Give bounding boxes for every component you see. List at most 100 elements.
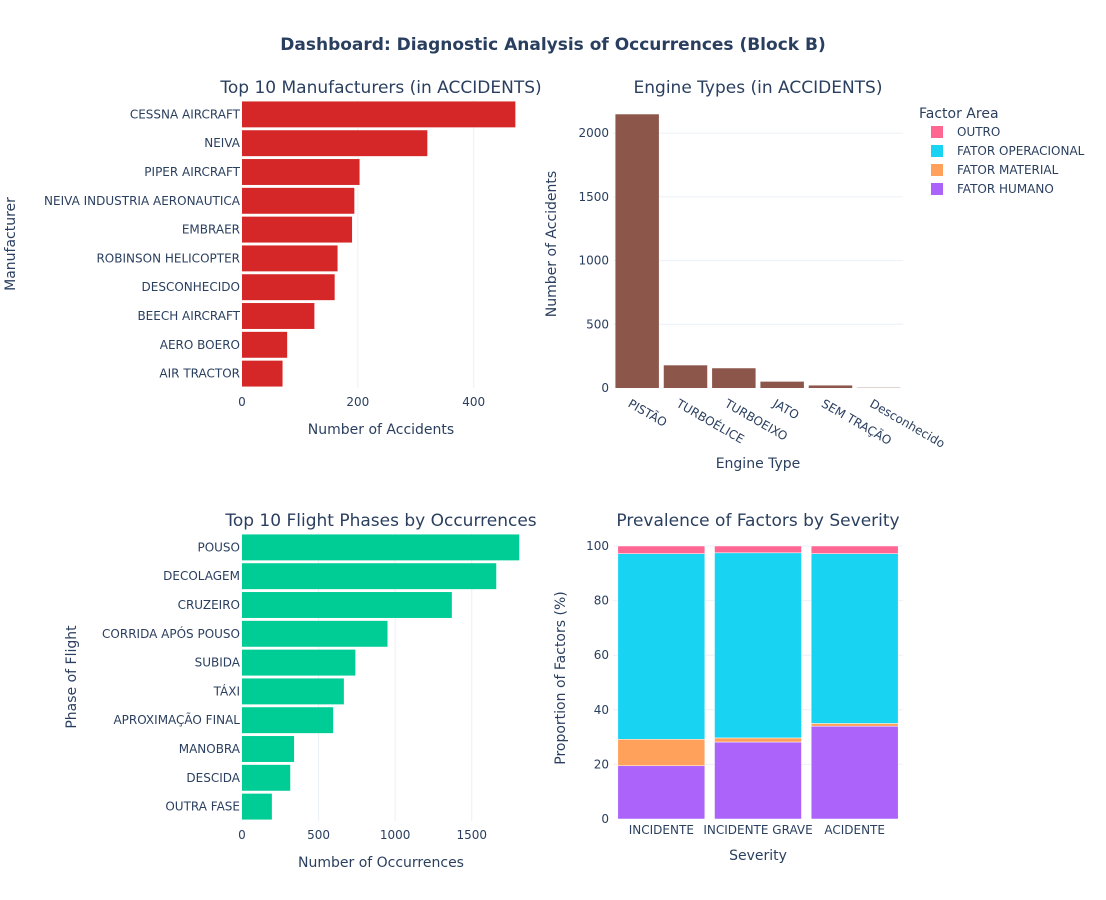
engine-types-bar	[663, 365, 708, 388]
factors-stack-segment	[617, 765, 706, 820]
factors-stack-segment	[810, 723, 899, 727]
flight_phases-category-label: CORRIDA APÓS POUSO	[102, 626, 240, 641]
manufacturers-bar	[242, 303, 315, 329]
flight_phases-bar	[242, 678, 344, 705]
manufacturers-category-label: EMBRAER	[182, 223, 240, 237]
factors-title: Prevalence of Factors by Severity	[616, 511, 899, 531]
factors-ytick-label: 40	[594, 703, 609, 717]
flight_phases-category-label: SUBIDA	[195, 656, 241, 670]
manufacturers-category-label: CESSNA AIRCRAFT	[130, 107, 241, 121]
flight_phases-xtick-label: 0	[238, 828, 246, 842]
legend-item-label: OUTRO	[957, 125, 1000, 139]
flight_phases-category-label: DESCIDA	[186, 771, 240, 785]
flight_phases-bar	[242, 649, 356, 676]
manufacturers-xtick-label: 200	[346, 395, 369, 409]
engine-types-y-axis-label: Number of Accidents	[544, 171, 560, 317]
factors-stack-segment	[714, 737, 802, 743]
flight_phases-bar	[242, 764, 291, 791]
factors-ytick-label: 100	[586, 539, 609, 553]
factors-stack-segment	[810, 545, 899, 554]
factors-ytick-label: 20	[594, 757, 609, 771]
manufacturers-category-label: NEIVA	[204, 136, 241, 150]
manufacturers-category-label: DESCONHECIDO	[142, 280, 240, 294]
flight_phases-bar	[242, 707, 334, 734]
flight_phases-category-label: APROXIMAÇÃO FINAL	[113, 712, 240, 727]
flight_phases-xtick-label: 1000	[380, 828, 411, 842]
manufacturers-category-label: PIPER AIRCRAFT	[144, 165, 240, 179]
factors-x-axis-label: Severity	[729, 848, 787, 864]
flight_phases-category-label: POUSO	[197, 540, 240, 554]
legend-swatch	[931, 164, 943, 176]
engine-types-bar	[712, 368, 756, 388]
manufacturers-category-label: ROBINSON HELICOPTER	[96, 251, 240, 265]
dashboard-title: Dashboard: Diagnostic Analysis of Occurr…	[280, 35, 825, 55]
manufacturers-bar	[242, 216, 353, 243]
flight_phases-category-label: CRUZEIRO	[178, 598, 240, 612]
legend-swatch	[931, 183, 943, 195]
engine-types-title: Engine Types (in ACCIDENTS)	[634, 78, 883, 98]
flight_phases-category-label: TÁXI	[213, 683, 240, 698]
engine-types-ytick-label: 1000	[578, 254, 609, 268]
factors-stack-segment	[714, 552, 802, 739]
factors-ytick-label: 0	[601, 812, 609, 826]
engine-types-category-label: JATO	[770, 396, 802, 422]
engine-types-ytick-label: 500	[586, 317, 609, 331]
manufacturers-xtick-label: 0	[238, 395, 246, 409]
factor-area-legend: Factor Area OUTRO FATOR OPERACIONAL FATOR M…	[919, 106, 1085, 196]
factors-category-label: ACIDENTE	[824, 823, 885, 837]
manufacturers-category-label: BEECH AIRCRAFT	[137, 309, 240, 323]
manufacturers-bar	[242, 274, 335, 301]
manufacturers-category-label: AIR TRACTOR	[159, 367, 240, 381]
flight_phases-title: Top 10 Flight Phases by Occurrences	[224, 511, 536, 531]
factors-stack-segment	[810, 553, 899, 724]
manufacturers-y-axis-label: Manufacturer	[3, 197, 19, 291]
manufacturers-bar	[242, 159, 360, 185]
manufacturers-bar	[242, 187, 355, 214]
engine-types-ytick-label: 0	[601, 381, 609, 395]
factors-ytick-label: 80	[594, 594, 609, 608]
flight_phases-category-label: MANOBRA	[179, 742, 241, 756]
engine-types-ytick-label: 1500	[578, 190, 609, 204]
flight_phases-chart: 0 500 1000 1500 POUSO DECOLAGEM CRUZEIRO CORRID…	[64, 511, 537, 871]
factors-stack-segment	[617, 739, 706, 767]
factors-stack-segment	[714, 545, 802, 554]
manufacturers-xtick-label: 400	[462, 395, 485, 409]
engine-types-bar	[615, 114, 659, 388]
manufacturers-bar	[242, 331, 288, 358]
flight_phases-x-axis-label: Number of Occurrences	[298, 855, 464, 871]
manufacturers-category-label: NEIVA INDUSTRIA AERONAUTICA	[44, 194, 241, 208]
legend-item-label: FATOR OPERACIONAL	[957, 144, 1085, 158]
flight_phases-bar	[242, 793, 272, 820]
engine-types-bar	[808, 385, 853, 388]
manufacturers-category-label: AERO BOERO	[160, 338, 240, 352]
factors-category-label: INCIDENTE	[629, 823, 694, 837]
factors-stack-segment	[617, 545, 706, 554]
factors-stack-segment	[617, 553, 706, 740]
flight_phases-category-label: OUTRA FASE	[165, 800, 240, 814]
engine-types-x-axis-label: Engine Type	[716, 456, 801, 472]
legend-title: Factor Area	[919, 106, 999, 122]
manufacturers-bar	[242, 360, 283, 387]
legend-swatch	[931, 145, 943, 157]
manufacturers-title: Top 10 Manufacturers (in ACCIDENTS)	[219, 78, 541, 98]
engine-types-category-label: PISTÃO	[626, 396, 670, 430]
flight_phases-bar	[242, 736, 295, 762]
manufacturers-x-axis-label: Number of Accidents	[308, 422, 454, 438]
factors-y-axis-label: Proportion of Factors (%)	[553, 591, 569, 764]
engine-types-bar	[760, 381, 804, 388]
factors-stack-segment	[810, 725, 899, 820]
manufacturers-bar	[242, 130, 428, 157]
flight_phases-bar	[242, 592, 452, 618]
flight_phases-bar	[242, 563, 497, 590]
manufacturers-bar	[242, 101, 516, 128]
flight_phases-bar	[242, 620, 388, 647]
manufacturers-bar	[242, 245, 338, 272]
flight_phases-category-label: DECOLAGEM	[163, 569, 240, 583]
legend-swatch	[931, 126, 943, 138]
factors-stack-segment	[714, 741, 802, 820]
engine-types-ytick-label: 2000	[578, 126, 609, 140]
factors-by-severity-chart: 0 20 40 60 80 100 INCIDENTE INCIDENTE GRAVE ACID…	[553, 511, 903, 864]
flight_phases-bar	[242, 534, 520, 561]
